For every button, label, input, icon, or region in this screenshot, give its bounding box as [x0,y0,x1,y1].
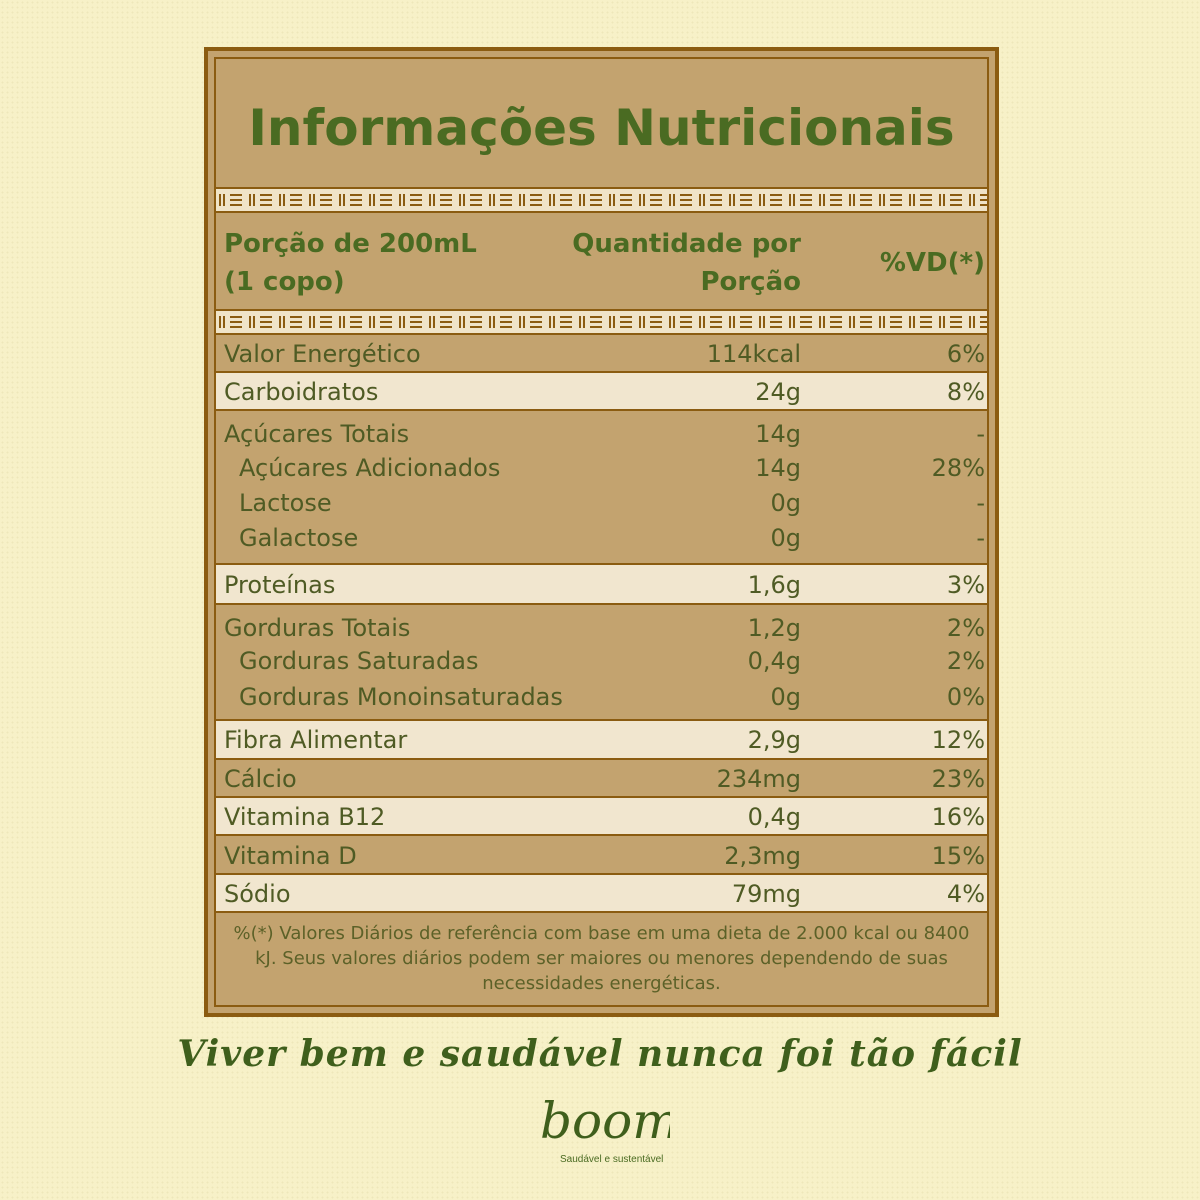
portion-header: Porção de 200mL (1 copo) [224,225,544,301]
nutrient-quantity: 114kcal [706,340,801,368]
nutrient-name: Gorduras Monoinsaturadas [239,683,563,711]
quantity-header-line1: Quantidade por [572,229,801,259]
nutrient-daily-value: 15% [931,842,985,870]
page-title: Informações Nutricionais [248,99,955,157]
nutrient-line: Fibra Alimentar 2,9g 12% [216,725,987,755]
nutrition-table-inner: Informações Nutricionais Porção de 200mL… [214,57,989,1007]
nutrient-name: Vitamina D [224,842,357,870]
nutrition-table: Informações Nutricionais Porção de 200mL… [204,47,999,1017]
nutrient-daily-value: 4% [946,880,985,908]
nutrient-daily-value: 12% [931,726,985,754]
nutrient-quantity: 1,6g [747,571,801,599]
nutrient-daily-value: 28% [931,454,985,482]
nutrient-name: Açúcares Totais [224,420,410,448]
nutrient-name: Sódio [224,880,291,908]
table-row: Fibra Alimentar 2,9g 12% [216,721,987,760]
nutrient-quantity: 24g [755,378,801,406]
nutrient-line: Gorduras Totais 1,2g 2% [216,613,987,643]
nutrient-quantity: 2,9g [747,726,801,754]
nutrient-daily-value: 6% [946,340,985,368]
nutrient-quantity: 0g [770,524,801,552]
nutrient-quantity: 1,2g [747,614,801,642]
daily-value-header: %VD(*) [879,248,985,278]
nutrient-daily-value: 2% [946,614,985,642]
nutrient-name: Fibra Alimentar [224,726,408,754]
quantity-header: Quantidade por Porção [541,225,801,301]
nutrient-daily-value: - [976,489,985,517]
nutrient-name: Galactose [239,524,359,552]
nutrient-quantity: 2,3mg [724,842,801,870]
nutrient-daily-value: 3% [946,571,985,599]
nutrient-daily-value: 8% [946,378,985,406]
nutrient-quantity: 79mg [731,880,801,908]
nutrient-daily-value: - [976,420,985,448]
table-row-group: Açúcares Totais 14g - Açúcares Adicionad… [216,411,987,565]
tribal-pattern-icon [219,316,987,328]
nutrient-name: Lactose [239,489,332,517]
nutrient-name: Vitamina B12 [224,803,386,831]
table-row: Vitamina B12 0,4g 16% [216,798,987,836]
slogan: Viver bem e saudável nunca foi tão fácil [177,1033,1023,1075]
nutrient-name: Açúcares Adicionados [239,454,501,482]
nutrient-line: Lactose 0g - [216,488,987,518]
nutrient-line: Açúcares Totais 14g - [216,419,987,449]
table-row: Sódio 79mg 4% [216,875,987,913]
decorative-pattern-band [216,187,987,213]
nutrient-quantity: 0g [770,683,801,711]
table-header: Porção de 200mL (1 copo) Quantidade por … [216,213,987,307]
nutrient-line: Gorduras Saturadas 0,4g 2% [216,646,987,676]
table-row-group: Gorduras Totais 1,2g 2% Gorduras Saturad… [216,605,987,721]
nutrient-name: Valor Energético [224,340,421,368]
nutrient-line: Proteínas 1,6g 3% [216,570,987,600]
title-box: Informações Nutricionais [216,59,987,187]
table-row: Carboidratos 24g 8% [216,373,987,411]
brand-name: boomi [540,1092,670,1148]
nutrient-daily-value: 2% [946,647,985,675]
nutrient-name: Proteínas [224,571,336,599]
nutrient-daily-value: 0% [946,683,985,711]
tribal-pattern-icon [219,194,987,206]
nutrient-line: Galactose 0g - [216,523,987,553]
nutrient-line: Vitamina B12 0,4g 16% [216,802,987,832]
boomi-logo: boomi [540,1092,670,1148]
nutrient-line: Valor Energético 114kcal 6% [216,339,987,369]
nutrient-name: Cálcio [224,765,297,793]
nutrient-quantity: 0,4g [747,647,801,675]
nutrient-quantity: 0,4g [747,803,801,831]
table-row: Vitamina D 2,3mg 15% [216,836,987,875]
nutrient-quantity: 14g [755,454,801,482]
nutrient-quantity: 14g [755,420,801,448]
nutrient-name: Gorduras Saturadas [239,647,479,675]
table-row: Valor Energético 114kcal 6% [216,335,987,373]
nutrient-line: Carboidratos 24g 8% [216,377,987,407]
nutrient-line: Vitamina D 2,3mg 15% [216,841,987,871]
nutrient-daily-value: 23% [931,765,985,793]
quantity-header-line2: Porção [700,267,801,297]
table-row: Cálcio 234mg 23% [216,760,987,798]
nutrient-daily-value: 16% [931,803,985,831]
portion-unit-label: (1 copo) [224,267,345,297]
nutrient-line: Cálcio 234mg 23% [216,764,987,794]
nutrient-quantity: 234mg [716,765,801,793]
table-row: Proteínas 1,6g 3% [216,565,987,605]
brand-tagline: Saudável e sustentável [560,1154,664,1165]
daily-value-footnote: %(*) Valores Diários de referência com b… [233,923,970,994]
nutrient-quantity: 0g [770,489,801,517]
nutrient-line: Açúcares Adicionados 14g 28% [216,453,987,483]
nutrient-daily-value: - [976,524,985,552]
nutrient-line: Gorduras Monoinsaturadas 0g 0% [216,682,987,712]
decorative-pattern-band [216,309,987,335]
portion-size-label: Porção de 200mL [224,229,477,259]
nutrient-name: Gorduras Totais [224,614,411,642]
nutrient-line: Sódio 79mg 4% [216,879,987,909]
nutrient-name: Carboidratos [224,378,379,406]
